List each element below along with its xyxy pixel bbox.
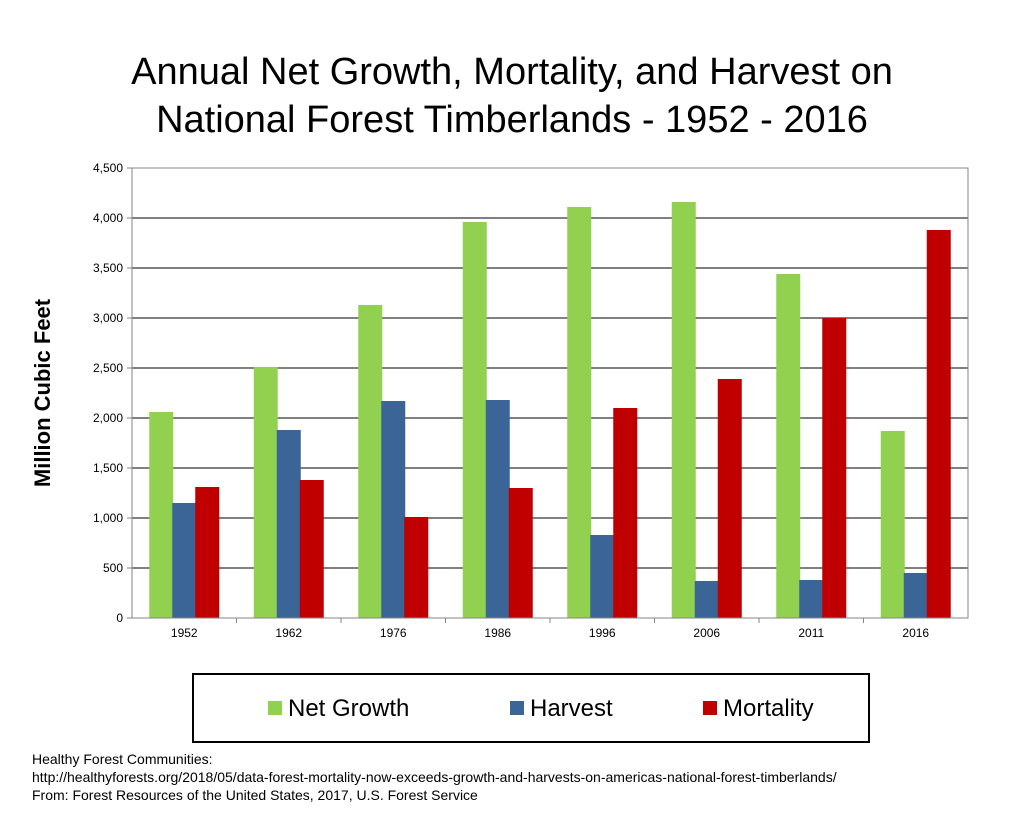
y-tick-label: 500 xyxy=(103,561,123,575)
x-tick-label: 2016 xyxy=(902,626,929,640)
source-line-1: Healthy Forest Communities: xyxy=(32,751,213,767)
bar-net-growth-1952 xyxy=(149,412,174,618)
bar-chart: 0 500 1,000 1,500 2,000 2,500 3,000 3,500 4,000 4… xyxy=(30,161,969,743)
x-tick-label: 2011 xyxy=(798,626,824,640)
legend-swatch-harvest xyxy=(510,701,524,715)
bars xyxy=(149,202,951,618)
bar-net-growth-1976 xyxy=(358,305,383,618)
x-tick-label: 1962 xyxy=(275,626,302,640)
y-axis-ticks: 0 500 1,000 1,500 2,000 2,500 3,000 3,500 4,000 4… xyxy=(93,161,132,625)
y-tick-label: 2,000 xyxy=(93,411,123,425)
bar-harvest-1962 xyxy=(276,430,301,618)
x-tick-label: 1952 xyxy=(171,626,198,640)
y-tick-label: 4,000 xyxy=(93,211,123,225)
bar-mortality-2016 xyxy=(926,230,951,618)
y-tick-label: 0 xyxy=(116,611,123,625)
y-axis-label: Million Cubic Feet xyxy=(30,298,55,487)
bar-net-growth-1962 xyxy=(253,367,278,618)
bar-mortality-2006 xyxy=(717,379,742,618)
bar-mortality-1986 xyxy=(508,488,533,618)
chart-title: Annual Net Growth, Mortality, and Harves… xyxy=(0,48,1024,144)
bar-mortality-1996 xyxy=(613,408,638,618)
bar-net-growth-1986 xyxy=(462,222,487,618)
bar-net-growth-2011 xyxy=(776,274,801,618)
y-tick-label: 2,500 xyxy=(93,361,123,375)
x-tick-label: 1986 xyxy=(484,626,511,640)
legend-swatch-net-growth xyxy=(268,701,282,715)
bar-mortality-2011 xyxy=(822,318,847,618)
bar-mortality-1962 xyxy=(299,480,324,618)
bar-net-growth-2016 xyxy=(880,431,905,618)
y-tick-label: 1,000 xyxy=(93,511,123,525)
x-axis-ticks: 1952 1962 1976 1986 1996 2006 2011 2016 xyxy=(171,618,929,640)
source-line-3: From: Forest Resources of the United Sta… xyxy=(32,787,478,803)
bar-mortality-1976 xyxy=(404,517,429,618)
legend-swatch-mortality xyxy=(703,701,717,715)
y-tick-label: 3,500 xyxy=(93,261,123,275)
bar-mortality-1952 xyxy=(195,487,220,618)
legend: Net Growth Harvest Mortality xyxy=(192,673,870,743)
bar-harvest-1952 xyxy=(172,503,197,618)
legend-label-harvest: Harvest xyxy=(530,695,613,722)
x-tick-label: 1976 xyxy=(380,626,407,640)
x-tick-label: 1996 xyxy=(589,626,616,640)
bar-harvest-1996 xyxy=(590,535,615,618)
y-tick-label: 1,500 xyxy=(93,461,123,475)
chart-title-line2: National Forest Timberlands - 1952 - 201… xyxy=(156,99,868,141)
bar-harvest-2016 xyxy=(903,573,928,618)
legend-label-net-growth: Net Growth xyxy=(288,695,409,722)
x-tick-label: 2006 xyxy=(693,626,720,640)
source-url: http://healthyforests.org/2018/05/data-f… xyxy=(32,769,837,785)
legend-label-mortality: Mortality xyxy=(723,695,814,722)
chart-title-line1: Annual Net Growth, Mortality, and Harves… xyxy=(131,51,893,93)
bar-net-growth-2006 xyxy=(671,202,696,618)
bar-harvest-2006 xyxy=(694,581,719,618)
source-note: Healthy Forest Communities: http://healt… xyxy=(32,750,837,804)
legend-frame xyxy=(192,673,870,743)
y-tick-label: 3,000 xyxy=(93,311,123,325)
bar-net-growth-1996 xyxy=(567,207,592,618)
bar-harvest-1976 xyxy=(381,401,406,618)
y-tick-label: 4,500 xyxy=(93,161,123,175)
bar-harvest-2011 xyxy=(799,580,824,618)
bar-harvest-1986 xyxy=(485,400,510,618)
